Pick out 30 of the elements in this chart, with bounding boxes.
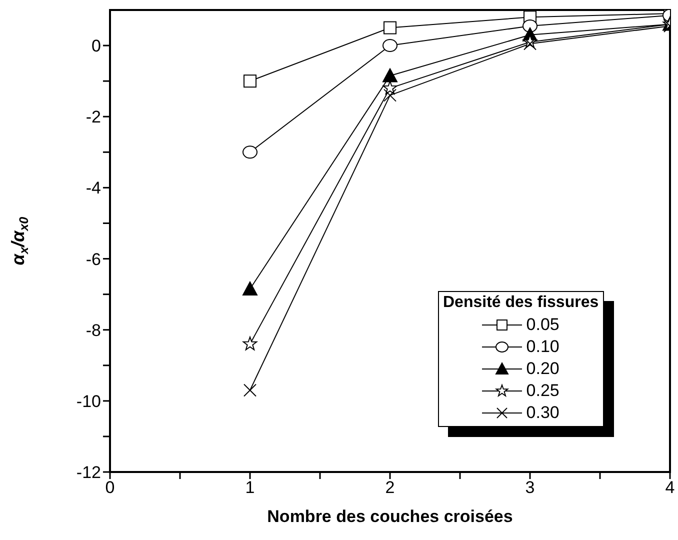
y-tick-label: -10 (76, 392, 101, 411)
y-tick-label: -4 (86, 178, 101, 198)
x-axis-title: Nombre des couches croisées (267, 507, 513, 526)
legend-label: 0.10 (526, 336, 560, 358)
x-tick-label: 2 (385, 478, 395, 498)
x-tick-label: 0 (105, 478, 115, 498)
legend-label: 0.25 (526, 380, 560, 402)
point (382, 39, 398, 52)
legend-label: 0.05 (526, 314, 560, 336)
x-tick-label: 4 (665, 478, 675, 498)
x-tick-label: 1 (245, 478, 255, 498)
legend-label: 0.30 (526, 402, 560, 424)
y-tick-label: 0 (92, 36, 101, 56)
point (382, 68, 398, 82)
point (384, 21, 396, 34)
legend-title: Densité des fissures (443, 294, 599, 312)
point (242, 146, 258, 159)
point (242, 336, 258, 350)
y-tick-label: -2 (86, 108, 101, 127)
point (384, 88, 396, 102)
y-tick-label: -8 (86, 320, 101, 340)
point (382, 80, 398, 94)
point (242, 281, 258, 296)
point (244, 384, 256, 397)
y-tick-label: -6 (86, 250, 101, 269)
y-tick-label: -12 (76, 463, 101, 482)
point (244, 74, 256, 88)
point (524, 37, 536, 50)
x-tick-label: 3 (525, 478, 535, 498)
legend-label: 0.20 (526, 358, 560, 380)
